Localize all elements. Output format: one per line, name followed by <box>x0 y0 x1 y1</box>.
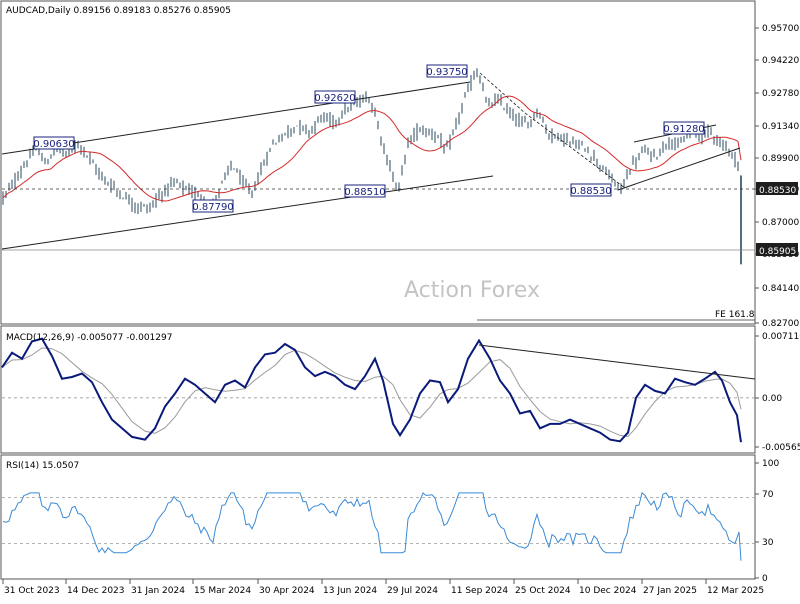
annotation-label: 0.88510 <box>344 187 385 198</box>
annotation-box <box>314 90 356 104</box>
macd-panel-frame <box>0 325 756 454</box>
annotation-label: 0.90630 <box>33 139 74 150</box>
lower-channel-line <box>1 175 494 250</box>
annotation-box <box>344 184 386 198</box>
price-annotation: 0.87790 <box>192 199 234 213</box>
x-tick-label: 30 Apr 2024 <box>259 586 315 596</box>
y-tick-label: 0.94220 <box>762 56 799 66</box>
main-panel-title: AUDCAD,Daily 0.89156 0.89183 0.85276 0.8… <box>6 6 231 16</box>
y-tick-label: 0.87000 <box>762 218 799 228</box>
price-annotation: 0.93750 <box>426 64 468 78</box>
annotation-label: 0.92620 <box>314 93 355 104</box>
dashed-projection-line <box>479 72 526 114</box>
macd-tick-label: -0.005657 <box>762 443 800 453</box>
price-tag: 0.85905 <box>756 243 798 257</box>
rsi-tick-label: 30 <box>762 538 774 548</box>
price-annotation: 0.88530 <box>570 183 612 197</box>
rsi-tick-label: 0 <box>762 574 768 584</box>
rsi-line <box>2 492 742 561</box>
x-tick-label: 31 Jan 2024 <box>131 586 185 596</box>
annotation-label: 0.88530 <box>570 186 611 197</box>
x-tick-label: 14 Dec 2023 <box>67 586 125 596</box>
y-tick-label: 0.91340 <box>762 122 799 132</box>
price-annotation: 0.92620 <box>314 90 356 104</box>
x-tick-label: 15 Mar 2024 <box>194 586 251 596</box>
x-tick-label: 13 Jun 2024 <box>323 586 377 596</box>
price-tag-box <box>756 243 798 256</box>
rsi-tick-label: 70 <box>762 490 774 500</box>
annotation-box <box>663 121 705 135</box>
moving-average-line <box>2 95 742 202</box>
y-tick-label: 0.82700 <box>762 319 799 329</box>
y-tick-label: 0.95700 <box>762 24 799 34</box>
macd-signal-line <box>1 347 742 438</box>
macd-panel: 0.007116 0.00 -0.005657 <box>1 332 800 453</box>
rsi-panel-frame <box>0 454 756 580</box>
price-tag: 0.88530 <box>756 182 798 196</box>
price-annotation: 0.91280 <box>663 121 705 135</box>
annotation-label: 0.93750 <box>426 67 467 78</box>
main-panel-frame <box>0 0 756 325</box>
price-annotation: 0.90630 <box>33 136 75 150</box>
x-tick-label: 25 Oct 2024 <box>515 586 571 596</box>
price-tag-box <box>756 182 798 195</box>
annotation-label: 0.87790 <box>192 202 233 213</box>
x-tick-label: 11 Sep 2024 <box>451 586 508 596</box>
x-tick-label: 10 Dec 2024 <box>579 586 637 596</box>
rising-wedge-lower <box>617 147 741 191</box>
annotation-box <box>33 136 75 150</box>
macd-tick-label: 0.00 <box>762 394 782 404</box>
macd-tick-label: 0.007116 <box>762 332 800 342</box>
x-tick-label: 31 Oct 2023 <box>4 586 60 596</box>
price-tag-label: 0.85905 <box>759 247 796 257</box>
annotation-box <box>570 183 612 197</box>
rsi-panel-title: RSI(14) 15.0507 <box>6 461 79 471</box>
annotation-label: 0.91280 <box>663 124 704 135</box>
macd-trendline <box>478 344 756 380</box>
y-tick-label: 0.84140 <box>762 284 799 294</box>
rsi-panel: 100 70 30 0 <box>2 459 779 584</box>
main-panel: 0.90630 0.92620 0.93750 0.91280 0.87790 0.885… <box>1 24 799 329</box>
rsi-tick-label: 100 <box>762 459 779 469</box>
x-tick-label: 29 Jul 2024 <box>387 586 438 596</box>
fe-label: FE 161.8 <box>715 310 755 320</box>
annotation-box <box>426 64 468 78</box>
price-annotation: 0.88510 <box>344 184 386 198</box>
dashed-projection-line-2 <box>524 112 626 189</box>
y-tick-label: 0.89900 <box>762 154 799 164</box>
macd-panel-title: MACD(12,26,9) -0.005077 -0.001297 <box>6 333 172 343</box>
x-axis: 31 Oct 2023 14 Dec 2023 31 Jan 2024 15 Mar … <box>2 579 764 596</box>
watermark: Action Forex <box>404 278 540 303</box>
upper-channel-line <box>1 81 471 155</box>
y-tick-label: 0.92780 <box>762 89 799 99</box>
x-tick-label: 27 Jan 2025 <box>643 586 697 596</box>
annotation-box <box>192 199 234 213</box>
price-tag-label: 0.88530 <box>759 186 796 196</box>
macd-line <box>1 337 742 443</box>
x-tick-label: 12 Mar 2025 <box>707 586 764 596</box>
